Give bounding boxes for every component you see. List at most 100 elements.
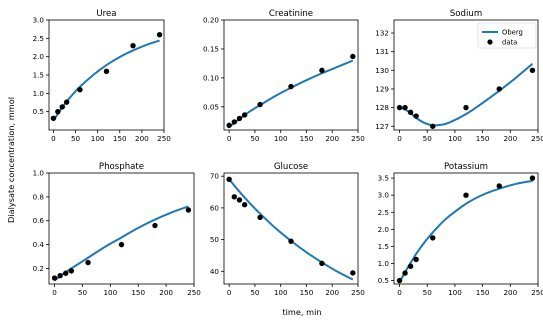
x-tick-label-creatinine: 250 (351, 134, 365, 143)
legend: Oberg data (477, 22, 537, 49)
x-tick-label-urea: 0 (51, 134, 56, 143)
data-point-phosphate (118, 241, 125, 248)
y-tick-label-creatinine: 0.05 (203, 102, 219, 111)
y-tick-label-urea: 1.0 (33, 89, 45, 98)
data-point-potassium (430, 235, 436, 241)
y-tick-label-potassium: 0.5 (378, 276, 389, 285)
subplot-title-creatinine: Creatinine (269, 9, 313, 19)
x-tick-label-urea: 50 (71, 134, 81, 143)
y-tick-label-potassium: 2.5 (378, 208, 389, 217)
data-point-urea (63, 99, 70, 105)
x-tick-label-potassium: 250 (531, 288, 543, 297)
y-tick-label-phosphate: 0.2 (33, 264, 44, 273)
figure-ylabel: Dialysate concentration, mmol (6, 97, 16, 223)
data-point-creatinine (350, 53, 356, 60)
data-point-urea (156, 31, 163, 38)
subplot-title-glucose: Glucose (274, 162, 308, 172)
axes-frame-glucose (223, 172, 359, 285)
data-point-creatinine (257, 101, 263, 108)
data-point-potassium (413, 256, 419, 263)
y-tick-label-potassium: 1.5 (378, 242, 389, 251)
legend-dot-swatch (487, 39, 493, 45)
y-tick-label-urea: 1.5 (33, 71, 44, 80)
y-tick-label-glucose: 40 (210, 267, 220, 276)
x-tick-label-urea: 250 (157, 134, 171, 143)
data-point-potassium (407, 263, 414, 269)
x-tick-label-sodium: 150 (476, 134, 490, 143)
data-point-phosphate (57, 272, 63, 279)
data-point-urea (77, 86, 83, 93)
data-point-creatinine (231, 119, 238, 125)
subplot-creatinine: Creatinine 0 50 100 150 200 250 0.05 0.10 0.15 0.2… (203, 9, 365, 143)
legend-line-label: Oberg (502, 29, 523, 37)
y-tick-label-phosphate: 0.6 (33, 216, 45, 225)
x-tick-label-creatinine: 50 (250, 134, 260, 143)
data-point-glucose (350, 270, 356, 276)
x-tick-label-potassium: 0 (397, 288, 402, 297)
data-point-creatinine (319, 67, 325, 74)
data-point-sodium (402, 104, 408, 111)
x-tick-label-urea: 200 (135, 134, 149, 143)
data-point-glucose (288, 238, 294, 244)
x-tick-label-phosphate: 250 (187, 288, 201, 297)
data-point-sodium (407, 109, 414, 115)
y-tick-label-sodium: 129 (375, 84, 389, 93)
data-point-creatinine (236, 115, 243, 122)
x-tick-label-potassium: 100 (448, 288, 462, 297)
y-tick-label-glucose: 70 (210, 172, 220, 181)
legend-dot-label: data (502, 39, 517, 47)
y-tick-label-urea: 2.0 (33, 52, 45, 61)
data-point-sodium (529, 67, 536, 74)
x-tick-label-glucose: 0 (227, 288, 232, 297)
figure-xlabel: time, min (282, 307, 321, 317)
data-point-sodium (496, 86, 502, 92)
y-tick-label-phosphate: 1.0 (33, 169, 45, 178)
x-tick-label-sodium: 50 (423, 134, 433, 143)
data-point-sodium (430, 123, 436, 129)
y-tick-label-potassium: 3.0 (378, 191, 390, 200)
x-tick-label-creatinine: 150 (300, 134, 314, 143)
x-tick-label-glucose: 50 (250, 288, 260, 297)
data-point-potassium (396, 277, 403, 284)
x-tick-label-phosphate: 150 (131, 288, 145, 297)
subplot-title-potassium: Potassium (444, 162, 488, 172)
x-tick-label-potassium: 150 (476, 288, 490, 297)
data-point-creatinine (241, 112, 248, 118)
subplot-potassium: Potassium 0 50 100 150 200 250 0.5 1.0 1.5 2.0 2.5 3… (378, 162, 543, 297)
data-point-urea (55, 108, 61, 115)
y-tick-label-sodium: 127 (375, 122, 389, 131)
x-tick-label-phosphate: 200 (159, 288, 173, 297)
y-tick-label-sodium: 131 (375, 47, 389, 56)
y-tick-label-phosphate: 0.4 (33, 240, 45, 249)
x-tick-label-glucose: 100 (274, 288, 288, 297)
y-tick-label-glucose: 50 (210, 235, 220, 244)
data-point-sodium (396, 104, 403, 111)
data-point-potassium (496, 183, 502, 189)
y-tick-label-creatinine: 0.15 (203, 44, 219, 53)
subplot-sodium: Sodium 0 50 100 150 200 250 127 128 129 130 131 132 (375, 9, 543, 143)
data-point-glucose (257, 214, 263, 221)
x-tick-label-sodium: 200 (503, 134, 517, 143)
model-line-glucose (228, 178, 354, 281)
axes-frame-potassium (393, 172, 539, 285)
x-tick-label-urea: 150 (113, 134, 127, 143)
x-tick-label-phosphate: 0 (52, 288, 57, 297)
x-tick-label-sodium: 100 (448, 134, 462, 143)
x-tick-label-creatinine: 0 (227, 134, 232, 143)
y-tick-label-glucose: 60 (210, 203, 220, 212)
model-line-urea (52, 39, 160, 122)
x-tick-label-phosphate: 50 (78, 288, 88, 297)
data-point-potassium (402, 270, 408, 276)
subplot-title-urea: Urea (96, 9, 116, 19)
data-point-creatinine (288, 83, 294, 90)
model-line-potassium (398, 179, 533, 283)
y-tick-label-phosphate: 0.8 (33, 192, 45, 201)
x-tick-label-sodium: 250 (531, 134, 543, 143)
data-point-phosphate (152, 222, 158, 229)
data-point-glucose (226, 176, 232, 183)
data-point-phosphate (63, 270, 69, 276)
y-tick-label-sodium: 132 (375, 29, 389, 38)
x-tick-label-glucose: 150 (300, 288, 314, 297)
y-tick-label-urea: 0.5 (33, 107, 44, 116)
